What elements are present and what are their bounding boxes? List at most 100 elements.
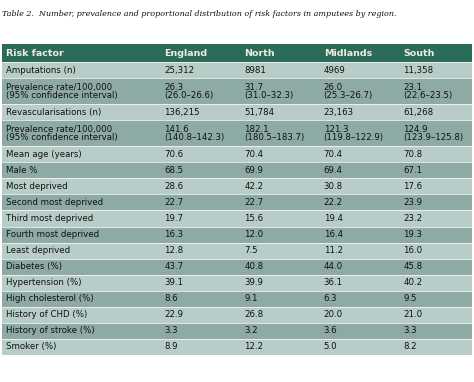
Bar bbox=[2, 162, 472, 178]
Text: 45.8: 45.8 bbox=[403, 262, 422, 271]
Text: 124.9: 124.9 bbox=[403, 125, 428, 134]
Text: 19.4: 19.4 bbox=[324, 214, 343, 223]
Text: (180.5–183.7): (180.5–183.7) bbox=[244, 133, 304, 142]
Text: 23.2: 23.2 bbox=[403, 214, 422, 223]
Text: Third most deprived: Third most deprived bbox=[6, 214, 93, 223]
Text: 70.6: 70.6 bbox=[164, 150, 183, 159]
Text: (26.0–26.6): (26.0–26.6) bbox=[164, 91, 214, 100]
Text: 51,784: 51,784 bbox=[244, 108, 274, 117]
Text: 22.2: 22.2 bbox=[324, 198, 343, 207]
Text: 19.3: 19.3 bbox=[403, 230, 422, 239]
Text: 40.8: 40.8 bbox=[244, 262, 263, 271]
Bar bbox=[2, 339, 472, 355]
Text: 9.1: 9.1 bbox=[244, 294, 257, 303]
Bar bbox=[2, 104, 472, 120]
Text: 31.7: 31.7 bbox=[244, 83, 263, 92]
Text: 8.6: 8.6 bbox=[164, 294, 178, 303]
Text: (31.0–32.3): (31.0–32.3) bbox=[244, 91, 293, 100]
Bar bbox=[2, 146, 472, 162]
Text: 20.0: 20.0 bbox=[324, 310, 343, 319]
Text: (123.9–125.8): (123.9–125.8) bbox=[403, 133, 464, 142]
Text: (119.8–122.9): (119.8–122.9) bbox=[324, 133, 384, 142]
Text: 40.2: 40.2 bbox=[403, 278, 422, 287]
Text: 23,163: 23,163 bbox=[324, 108, 354, 117]
Text: 8.2: 8.2 bbox=[403, 342, 417, 351]
Text: 8981: 8981 bbox=[244, 66, 266, 75]
Bar bbox=[2, 259, 472, 275]
Text: 26.0: 26.0 bbox=[324, 83, 343, 92]
Text: High cholesterol (%): High cholesterol (%) bbox=[6, 294, 93, 303]
Text: Table 2.  Number, prevalence and proportional distribution of risk factors in am: Table 2. Number, prevalence and proporti… bbox=[2, 10, 397, 18]
Text: 26.8: 26.8 bbox=[244, 310, 263, 319]
Text: 36.1: 36.1 bbox=[324, 278, 343, 287]
Text: Risk factor: Risk factor bbox=[6, 49, 64, 58]
Text: 3.3: 3.3 bbox=[403, 326, 417, 335]
Text: 22.7: 22.7 bbox=[244, 198, 263, 207]
Text: Midlands: Midlands bbox=[324, 49, 372, 58]
Text: Revascularisations (n): Revascularisations (n) bbox=[6, 108, 101, 117]
Text: 39.9: 39.9 bbox=[244, 278, 263, 287]
Text: 15.6: 15.6 bbox=[244, 214, 263, 223]
Bar bbox=[2, 120, 472, 146]
Text: Prevalence rate/100,000: Prevalence rate/100,000 bbox=[6, 125, 112, 134]
Text: 9.5: 9.5 bbox=[403, 294, 417, 303]
Text: 21.0: 21.0 bbox=[403, 310, 422, 319]
Text: 6.3: 6.3 bbox=[324, 294, 337, 303]
Text: Least deprived: Least deprived bbox=[6, 246, 70, 255]
Text: (22.6–23.5): (22.6–23.5) bbox=[403, 91, 453, 100]
Text: 3.3: 3.3 bbox=[164, 326, 178, 335]
Text: 16.0: 16.0 bbox=[403, 246, 422, 255]
Text: History of stroke (%): History of stroke (%) bbox=[6, 326, 94, 335]
Bar bbox=[2, 178, 472, 194]
Text: 39.1: 39.1 bbox=[164, 278, 183, 287]
Bar bbox=[2, 210, 472, 227]
Text: 12.2: 12.2 bbox=[244, 342, 263, 351]
Text: 23.1: 23.1 bbox=[403, 83, 422, 92]
Bar bbox=[2, 243, 472, 259]
Text: 4969: 4969 bbox=[324, 66, 346, 75]
Text: 67.1: 67.1 bbox=[403, 166, 422, 175]
Text: Prevalence rate/100,000: Prevalence rate/100,000 bbox=[6, 83, 112, 92]
Bar bbox=[2, 44, 472, 62]
Text: 141.6: 141.6 bbox=[164, 125, 189, 134]
Text: Mean age (years): Mean age (years) bbox=[6, 150, 82, 159]
Text: 7.5: 7.5 bbox=[244, 246, 258, 255]
Text: 12.8: 12.8 bbox=[164, 246, 183, 255]
Text: South: South bbox=[403, 49, 435, 58]
Text: North: North bbox=[244, 49, 275, 58]
Text: Fourth most deprived: Fourth most deprived bbox=[6, 230, 99, 239]
Text: 30.8: 30.8 bbox=[324, 182, 343, 191]
Text: 11,358: 11,358 bbox=[403, 66, 434, 75]
Text: 22.9: 22.9 bbox=[164, 310, 183, 319]
Text: England: England bbox=[164, 49, 208, 58]
Text: 121.3: 121.3 bbox=[324, 125, 348, 134]
Text: Smoker (%): Smoker (%) bbox=[6, 342, 56, 351]
Text: 70.4: 70.4 bbox=[244, 150, 263, 159]
Text: 136,215: 136,215 bbox=[164, 108, 200, 117]
Text: 42.2: 42.2 bbox=[244, 182, 263, 191]
Text: 16.3: 16.3 bbox=[164, 230, 183, 239]
Text: 44.0: 44.0 bbox=[324, 262, 343, 271]
Bar bbox=[2, 227, 472, 243]
Bar bbox=[2, 78, 472, 104]
Text: Diabetes (%): Diabetes (%) bbox=[6, 262, 62, 271]
Text: 22.7: 22.7 bbox=[164, 198, 183, 207]
Text: 3.2: 3.2 bbox=[244, 326, 258, 335]
Text: History of CHD (%): History of CHD (%) bbox=[6, 310, 87, 319]
Text: 68.5: 68.5 bbox=[164, 166, 183, 175]
Bar bbox=[2, 275, 472, 291]
Text: 8.9: 8.9 bbox=[164, 342, 178, 351]
Text: Hypertension (%): Hypertension (%) bbox=[6, 278, 81, 287]
Text: 25,312: 25,312 bbox=[164, 66, 195, 75]
Text: 17.6: 17.6 bbox=[403, 182, 422, 191]
Text: (25.3–26.7): (25.3–26.7) bbox=[324, 91, 373, 100]
Text: 26.3: 26.3 bbox=[164, 83, 183, 92]
Text: Most deprived: Most deprived bbox=[6, 182, 67, 191]
Text: 19.7: 19.7 bbox=[164, 214, 183, 223]
Bar bbox=[2, 291, 472, 307]
Text: 69.4: 69.4 bbox=[324, 166, 343, 175]
Text: Amputations (n): Amputations (n) bbox=[6, 66, 75, 75]
Bar bbox=[2, 194, 472, 210]
Text: 43.7: 43.7 bbox=[164, 262, 183, 271]
Text: Second most deprived: Second most deprived bbox=[6, 198, 103, 207]
